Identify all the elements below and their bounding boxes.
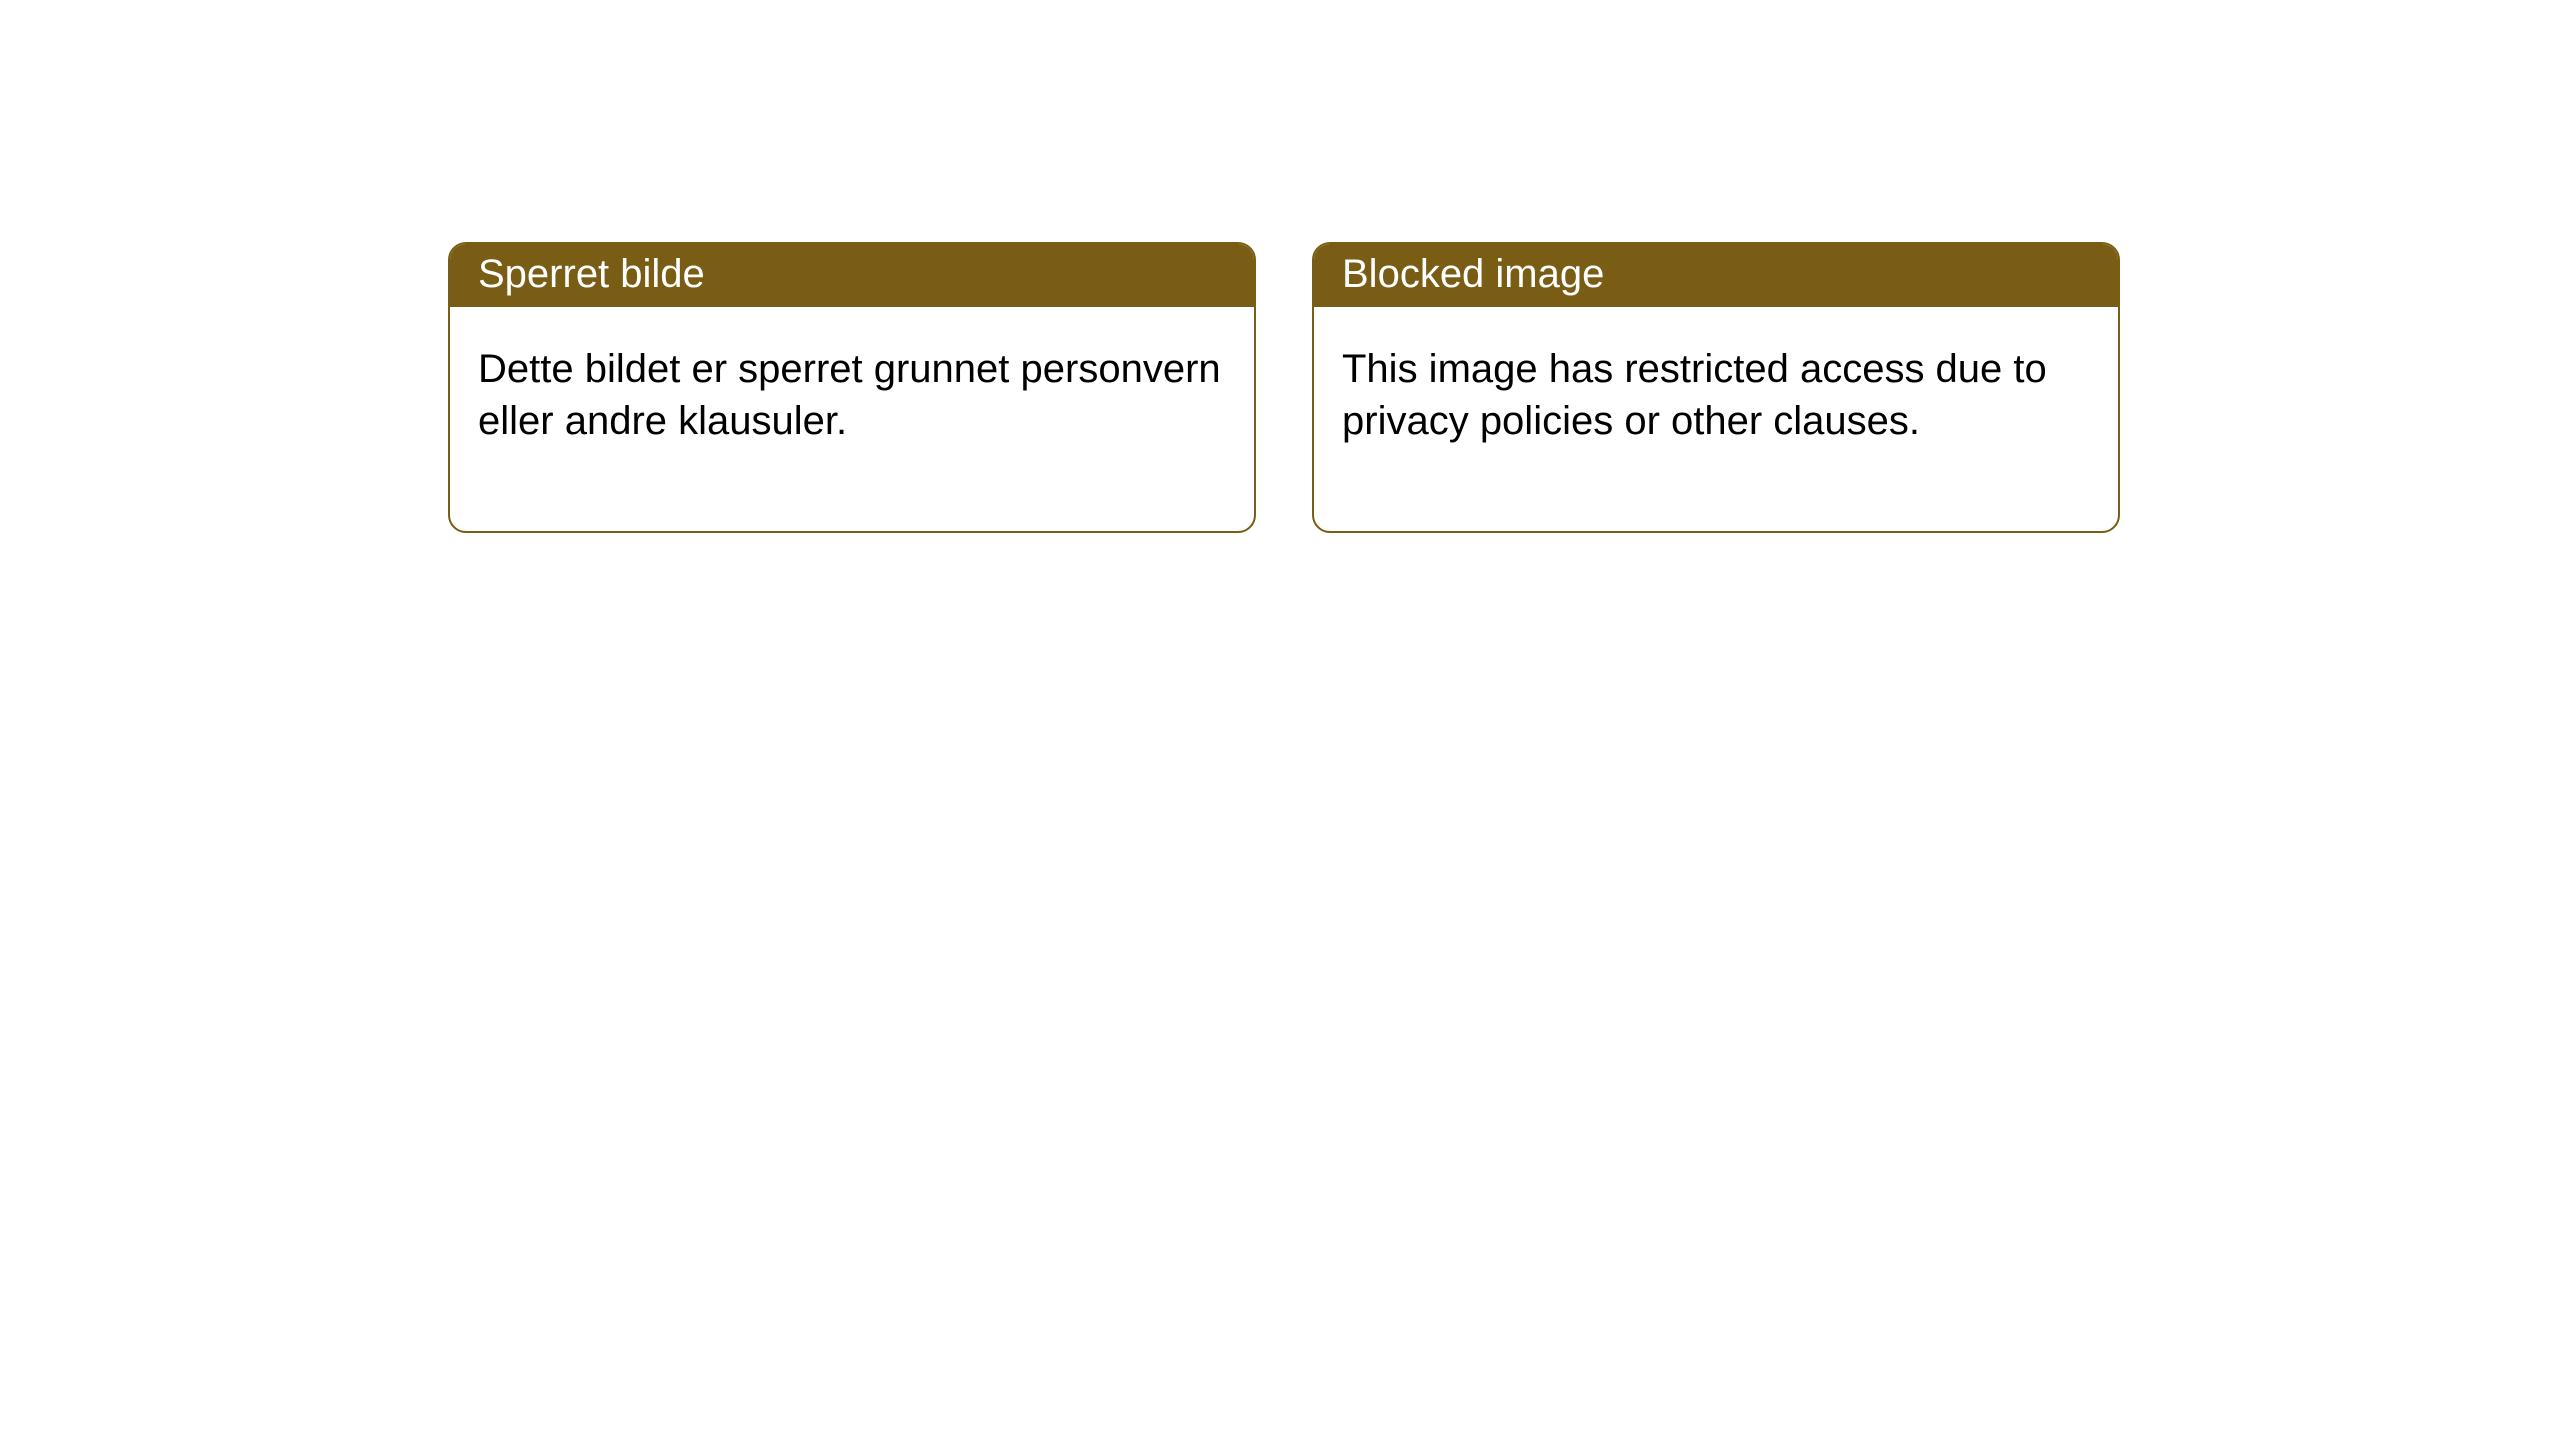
card-body: Dette bildet er sperret grunnet personve… <box>450 307 1254 531</box>
card-title: Blocked image <box>1342 252 1604 296</box>
card-header: Blocked image <box>1314 244 2118 307</box>
card-body-text: Dette bildet er sperret grunnet personve… <box>478 347 1221 443</box>
card-body-text: This image has restricted access due to … <box>1342 347 2047 443</box>
notice-card-norwegian: Sperret bilde Dette bildet er sperret gr… <box>448 242 1256 533</box>
card-title: Sperret bilde <box>478 252 705 296</box>
card-header: Sperret bilde <box>450 244 1254 307</box>
card-container: Sperret bilde Dette bildet er sperret gr… <box>448 242 2120 533</box>
card-body: This image has restricted access due to … <box>1314 307 2118 531</box>
notice-card-english: Blocked image This image has restricted … <box>1312 242 2120 533</box>
